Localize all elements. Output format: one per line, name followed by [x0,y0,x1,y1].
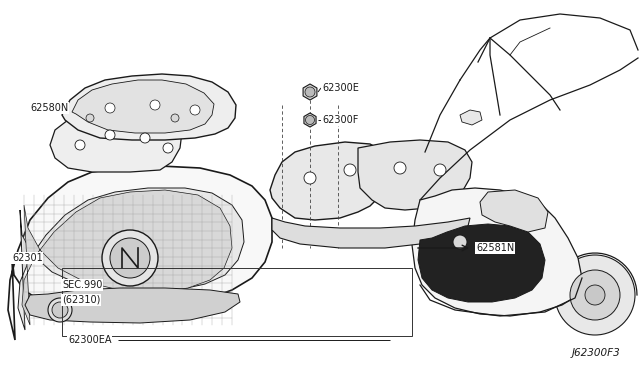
Polygon shape [18,188,244,330]
Circle shape [304,172,316,184]
Polygon shape [303,84,317,100]
Circle shape [344,164,356,176]
Circle shape [52,302,68,318]
Polygon shape [50,114,182,172]
Circle shape [110,238,150,278]
Polygon shape [480,190,548,232]
Polygon shape [418,224,545,302]
Circle shape [140,133,150,143]
Text: J62300F3: J62300F3 [572,348,620,358]
Text: 62300E: 62300E [322,83,359,93]
Polygon shape [22,190,232,325]
Circle shape [86,114,94,122]
Circle shape [453,235,467,249]
Polygon shape [62,74,236,140]
Polygon shape [25,288,240,323]
Polygon shape [412,188,582,316]
Circle shape [555,255,635,335]
Circle shape [570,270,620,320]
Polygon shape [72,80,214,133]
Circle shape [75,140,85,150]
Text: SEC.990: SEC.990 [62,280,102,290]
Text: (62310): (62310) [62,295,100,305]
Text: 62300F: 62300F [322,115,358,125]
Polygon shape [8,166,272,340]
Circle shape [150,100,160,110]
Circle shape [171,114,179,122]
Text: 62301: 62301 [12,253,43,263]
Text: 62580N: 62580N [30,103,68,113]
Bar [62,268,412,336]
Circle shape [102,230,158,286]
Circle shape [305,115,314,125]
Polygon shape [304,113,316,127]
Circle shape [163,143,173,153]
Circle shape [105,130,115,140]
Polygon shape [272,218,470,248]
Circle shape [48,298,72,322]
Circle shape [394,162,406,174]
Text: 62581N: 62581N [476,243,515,253]
Text: 62300EA: 62300EA [68,335,111,345]
Circle shape [190,105,200,115]
Circle shape [585,285,605,305]
Circle shape [305,87,315,97]
Circle shape [434,164,446,176]
Polygon shape [270,142,390,220]
Polygon shape [358,140,472,210]
Circle shape [105,103,115,113]
Polygon shape [460,110,482,125]
